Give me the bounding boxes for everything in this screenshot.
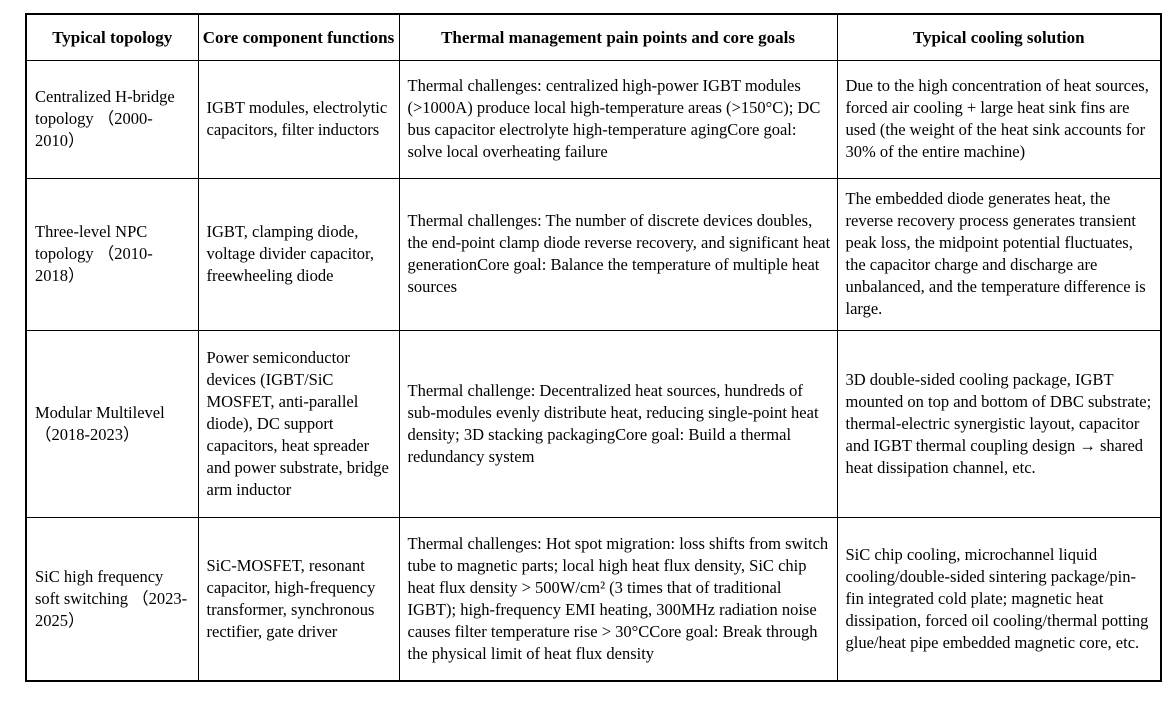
cell-core-components: IGBT modules, electrolytic capacitors, f… [197,59,400,179]
column-header-typical-topology: Typical topology [25,13,199,61]
table-row: Centralized H-bridge topology （2000-2010… [25,59,1162,179]
cell-cooling-solution: 3D double-sided cooling package, IGBT mo… [836,329,1162,518]
table-row: SiC high frequency soft switching （2023-… [25,516,1162,682]
header-row: Typical topology Core component function… [25,13,1162,61]
topology-thermal-table: Typical topology Core component function… [25,13,1162,682]
cell-core-components: Power semiconductor devices (IGBT/SiC MO… [197,329,400,518]
cell-core-components: SiC-MOSFET, resonant capacitor, high-fre… [197,516,400,682]
column-header-typical-cooling-solution: Typical cooling solution [836,13,1162,61]
cell-pain-points: Thermal challenges: Hot spot migration: … [398,516,838,682]
cell-topology: Centralized H-bridge topology （2000-2010… [25,59,199,179]
table-row: Three-level NPC topology （2010-2018） IGB… [25,177,1162,331]
cell-cooling-solution: SiC chip cooling, microchannel liquid co… [836,516,1162,682]
cell-topology: SiC high frequency soft switching （2023-… [25,516,199,682]
cell-topology: Three-level NPC topology （2010-2018） [25,177,199,331]
cell-core-components: IGBT, clamping diode, voltage divider ca… [197,177,400,331]
cell-topology: Modular Multilevel （2018-2023） [25,329,199,518]
table-row: Modular Multilevel （2018-2023） Power sem… [25,329,1162,518]
cell-cooling-solution: Due to the high concentration of heat so… [836,59,1162,179]
cell-pain-points: Thermal challenges: The number of discre… [398,177,838,331]
cell-pain-points: Thermal challenge: Decentralized heat so… [398,329,838,518]
cell-pain-points: Thermal challenges: centralized high-pow… [398,59,838,179]
column-header-core-component-functions: Core component functions [197,13,400,61]
cell-cooling-solution: The embedded diode generates heat, the r… [836,177,1162,331]
column-header-pain-points-core-goals: Thermal management pain points and core … [398,13,838,61]
